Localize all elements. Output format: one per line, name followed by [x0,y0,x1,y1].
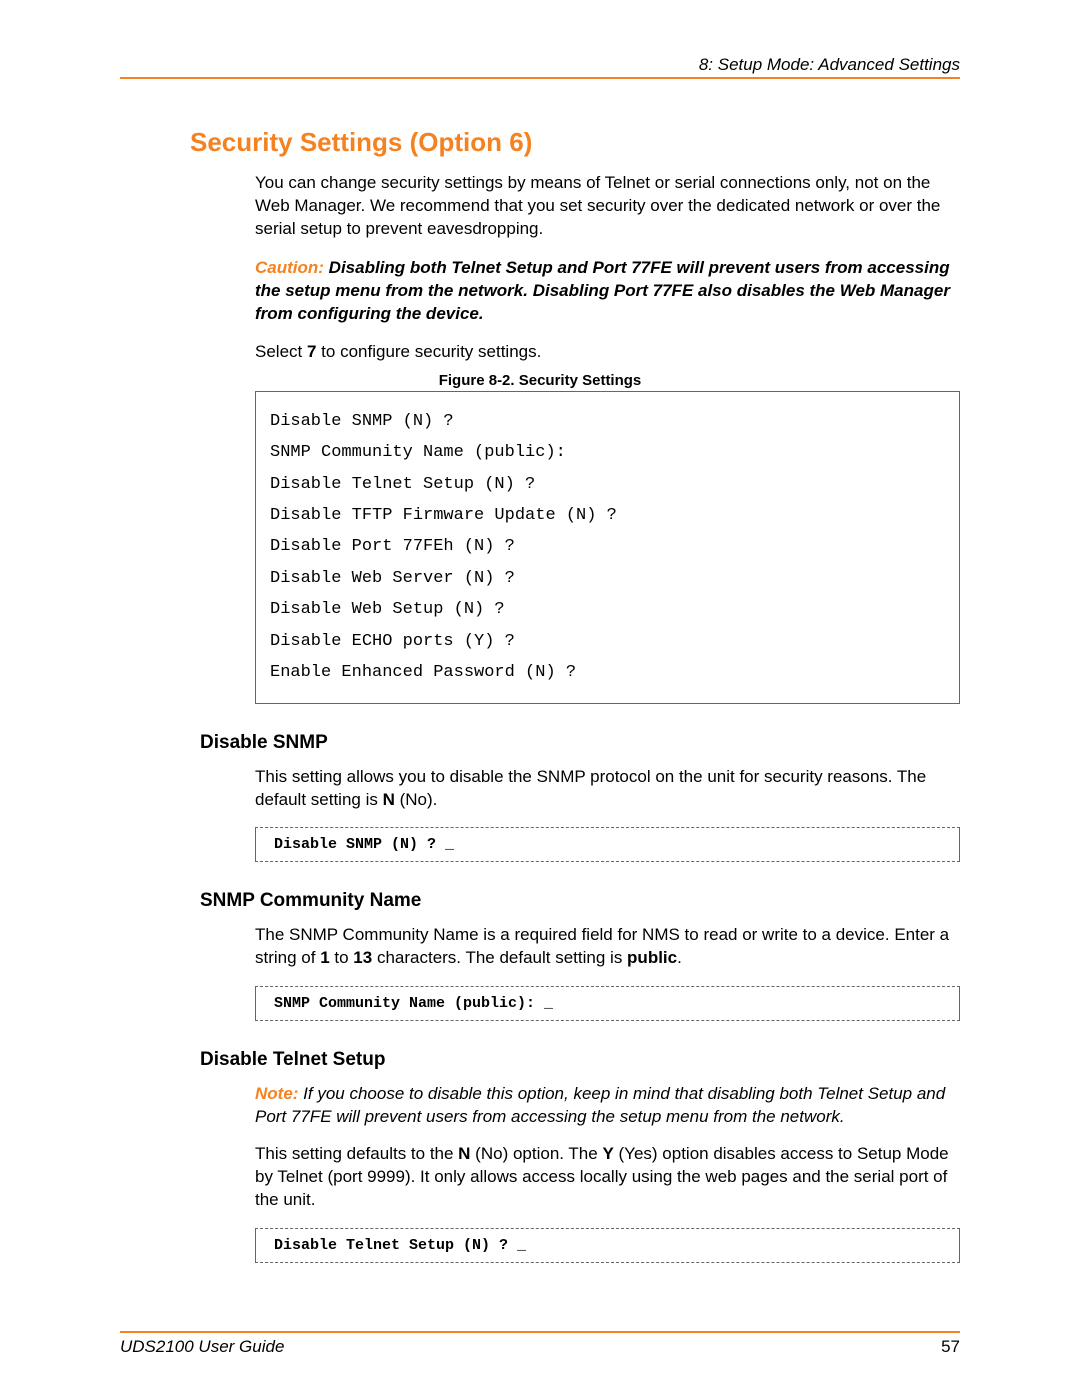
chapter-title: 8: Setup Mode: Advanced Settings [699,55,960,74]
disable-snmp-body: This setting allows you to disable the S… [255,766,960,812]
caution-paragraph: Caution: Disabling both Telnet Setup and… [255,257,960,326]
select-instruction: Select 7 to configure security settings. [255,342,960,362]
footer-page-number: 57 [941,1337,960,1357]
note-text: If you choose to disable this option, ke… [255,1084,945,1126]
caution-text: Disabling both Telnet Setup and Port 77F… [255,258,950,323]
intro-paragraph: You can change security settings by mean… [255,172,960,241]
footer-guide-name: UDS2100 User Guide [120,1337,284,1357]
caution-label: Caution: [255,258,324,277]
page-header: 8: Setup Mode: Advanced Settings [120,55,960,79]
section-heading-snmp-community: SNMP Community Name [200,890,960,912]
note-label: Note: [255,1084,298,1103]
telnet-note: Note: If you choose to disable this opti… [255,1083,960,1129]
prompt-disable-snmp: Disable SNMP (N) ? _ [255,827,960,862]
prompt-disable-telnet: Disable Telnet Setup (N) ? _ [255,1228,960,1263]
terminal-output: Disable SNMP (N) ? SNMP Community Name (… [255,391,960,704]
page-footer: UDS2100 User Guide 57 [120,1331,960,1357]
main-heading: Security Settings (Option 6) [190,127,960,158]
prompt-snmp-community: SNMP Community Name (public): _ [255,986,960,1021]
section-heading-disable-telnet: Disable Telnet Setup [200,1049,960,1071]
snmp-community-body: The SNMP Community Name is a required fi… [255,924,960,970]
disable-telnet-body: This setting defaults to the N (No) opti… [255,1143,960,1212]
section-heading-disable-snmp: Disable SNMP [200,732,960,754]
document-page: 8: Setup Mode: Advanced Settings Securit… [0,0,1080,1397]
figure-caption: Figure 8-2. Security Settings [120,372,960,389]
